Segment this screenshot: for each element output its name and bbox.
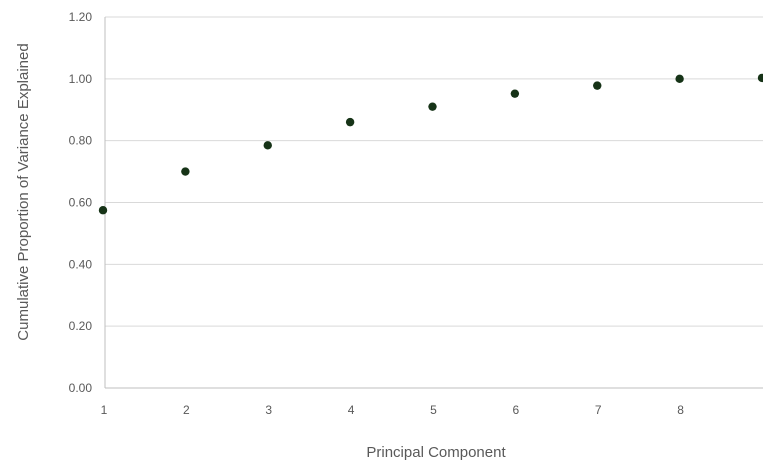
data-point	[757, 73, 763, 83]
y-tick-label: 0.60	[69, 196, 93, 210]
y-tick-label: 0.00	[69, 381, 93, 395]
y-tick-label: 1.00	[69, 72, 93, 86]
x-axis-title: Principal Component	[366, 444, 506, 461]
axis-layer	[104, 17, 763, 389]
data-point	[675, 74, 684, 84]
x-tick-label: 4	[348, 403, 355, 417]
y-tick-label: 1.20	[69, 10, 93, 24]
data-point	[345, 117, 355, 127]
x-tick-label: 1	[101, 403, 108, 417]
x-tick-label: 2	[183, 403, 190, 417]
data-point	[428, 102, 437, 111]
x-tick-label: 5	[430, 403, 437, 417]
x-tick-label: 7	[595, 403, 602, 417]
grid-layer	[105, 16, 763, 327]
data-point	[98, 206, 108, 215]
tick-layer: 0.00 0.20 0.40 0.60 0.80 1.00 1.20 1 2 3 4 5 6 7 8	[69, 10, 685, 417]
data-point	[593, 81, 602, 90]
y-axis-title: Cumulative Proportion of Variance Explai…	[15, 43, 32, 340]
y-tick-label: 0.80	[69, 134, 93, 148]
data-point	[263, 141, 272, 150]
y-tick-label: 0.40	[69, 257, 93, 271]
x-tick-label: 6	[513, 403, 520, 417]
x-tick-label: 8	[677, 403, 684, 417]
point-layer	[98, 73, 763, 215]
data-point	[510, 89, 520, 98]
y-tick-label: 0.20	[69, 319, 93, 333]
data-point	[181, 167, 190, 176]
x-tick-label: 3	[265, 403, 272, 417]
